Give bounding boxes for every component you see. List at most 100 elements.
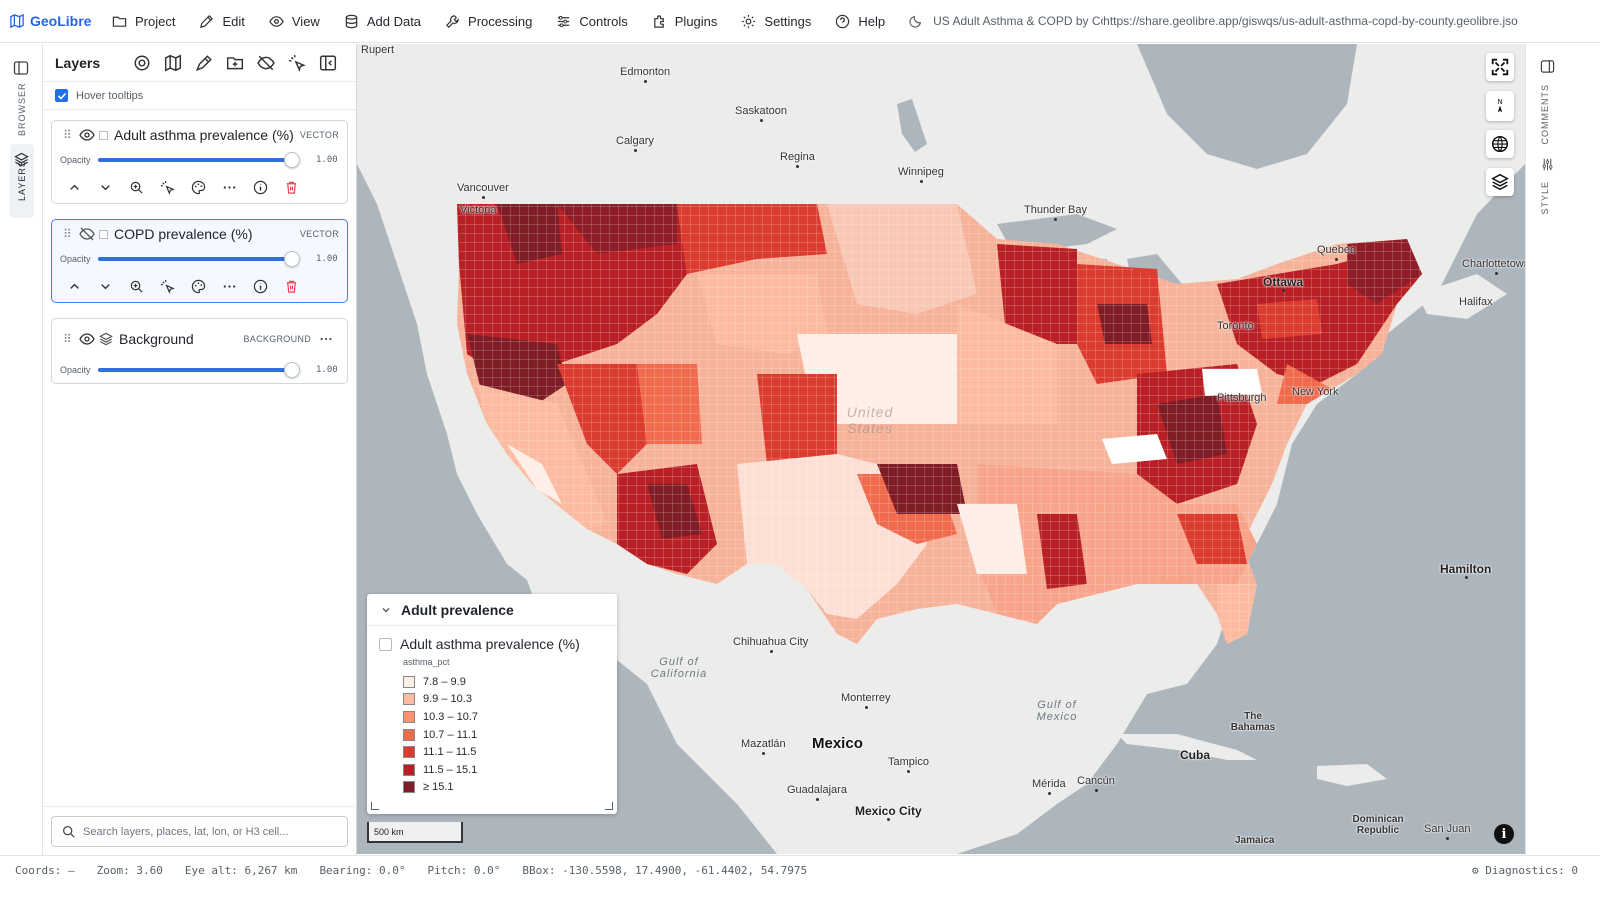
drag-handle-icon[interactable]: ⠿ xyxy=(63,332,72,346)
land-hispaniola xyxy=(1317,764,1387,786)
menu-add-data[interactable]: Add Data xyxy=(334,0,435,43)
sliders-icon[interactable] xyxy=(1541,158,1554,171)
palette-icon[interactable] xyxy=(191,279,206,294)
collapse-panel-icon[interactable] xyxy=(319,54,337,72)
layer-card-background[interactable]: ⠿ Background BACKGROUND Opacity 1.00 xyxy=(51,318,348,384)
menu-plugins[interactable]: Plugins xyxy=(642,0,732,43)
zoom-to-layer-icon[interactable] xyxy=(129,279,144,294)
layer-header: ⠿ Adult asthma prevalence (%) VECTOR xyxy=(52,121,347,149)
database-icon xyxy=(345,14,358,28)
layer-name[interactable]: COPD prevalence (%) xyxy=(114,226,253,242)
menu-processing[interactable]: Processing xyxy=(435,0,546,43)
place-label: Guadalajara xyxy=(787,784,847,801)
layer-name[interactable]: Adult asthma prevalence (%) xyxy=(114,127,294,143)
refresh-icon[interactable] xyxy=(133,54,151,72)
panel-toggle-icon[interactable] xyxy=(1540,59,1555,74)
attribution-info-icon[interactable]: i xyxy=(1494,824,1514,844)
eye-icon[interactable] xyxy=(79,127,95,143)
share-url[interactable]: https://share.geolibre.app/giswqs/us-adu… xyxy=(1103,14,1519,28)
basemap-icon[interactable] xyxy=(164,54,182,72)
more-icon[interactable] xyxy=(222,279,237,294)
layers-toolbar xyxy=(133,54,337,72)
zoom-to-layer-icon[interactable] xyxy=(129,180,144,195)
menu-view[interactable]: View xyxy=(259,0,334,43)
move-up-icon[interactable] xyxy=(67,279,82,294)
identify-icon[interactable] xyxy=(160,180,175,195)
layer-card-asthma[interactable]: ⠿ Adult asthma prevalence (%) VECTOR Opa… xyxy=(51,120,348,204)
map-legend: Adult prevalence Adult asthma prevalence… xyxy=(367,594,617,814)
lake-winnipeg xyxy=(897,99,927,152)
menu-project[interactable]: Project xyxy=(102,0,189,43)
layers-panel-header: Layers xyxy=(44,44,356,82)
sidebar-toggle-icon[interactable] xyxy=(13,60,29,76)
layer-name[interactable]: Background xyxy=(119,331,194,347)
diagnostics-button[interactable]: ⚙ Diagnostics: 0 xyxy=(1472,864,1578,877)
theme-toggle[interactable] xyxy=(899,14,933,28)
status-coords: Coords: — xyxy=(15,864,75,877)
menu-settings[interactable]: Settings xyxy=(731,0,825,43)
drag-handle-icon[interactable]: ⠿ xyxy=(63,128,72,142)
identify-icon[interactable] xyxy=(288,54,306,72)
info-icon[interactable] xyxy=(253,180,268,195)
place-label: San Juan xyxy=(1424,823,1471,840)
layers-panel: Layers Hover tooltips ⠿ Adult asthma pre… xyxy=(44,44,357,874)
menu-help-label: Help xyxy=(858,13,886,29)
move-up-icon[interactable] xyxy=(67,180,82,195)
place-label: Ottawa xyxy=(1263,275,1304,292)
place-label: United States xyxy=(846,404,894,436)
legend-layer-checkbox[interactable] xyxy=(379,637,392,651)
globe-button[interactable] xyxy=(1486,130,1514,158)
hudson-bay xyxy=(1137,44,1357,169)
more-icon[interactable] xyxy=(319,332,333,346)
chevron-down-icon[interactable] xyxy=(381,605,391,615)
hover-tooltips-checkbox[interactable] xyxy=(55,89,68,102)
slider-thumb[interactable] xyxy=(284,251,300,267)
fullscreen-button[interactable] xyxy=(1486,53,1514,81)
legend-class: 11.1 – 11.5 xyxy=(367,743,617,761)
app-brand[interactable]: GeoLibre xyxy=(0,13,102,29)
drag-handle-icon[interactable]: ⠿ xyxy=(63,227,72,241)
opacity-slider[interactable] xyxy=(98,362,300,378)
resize-handle-icon[interactable] xyxy=(371,802,379,810)
trash-icon[interactable] xyxy=(284,279,299,294)
move-down-icon[interactable] xyxy=(98,279,113,294)
layer-card-copd[interactable]: ⠿ COPD prevalence (%) VECTOR Opacity 1.0… xyxy=(51,219,348,303)
eye-off-icon[interactable] xyxy=(79,226,95,242)
move-down-icon[interactable] xyxy=(98,180,113,195)
identify-icon[interactable] xyxy=(160,279,175,294)
place-label: Chihuahua City xyxy=(733,636,809,653)
resize-handle-icon[interactable] xyxy=(605,802,613,810)
eye-icon[interactable] xyxy=(79,331,95,347)
layer-type-badge: VECTOR xyxy=(299,229,339,239)
tab-comments[interactable]: COMMENTS xyxy=(1540,84,1550,145)
gear-icon xyxy=(742,14,756,28)
opacity-value: 1.00 xyxy=(316,254,338,264)
layers-control-button[interactable] xyxy=(1486,168,1514,196)
hover-tooltips-row[interactable]: Hover tooltips xyxy=(44,82,356,110)
legend-layer-row[interactable]: Adult asthma prevalence (%) xyxy=(367,626,617,652)
legend-header[interactable]: Adult prevalence xyxy=(367,594,617,626)
add-folder-icon[interactable] xyxy=(226,54,244,72)
menu-controls[interactable]: Controls xyxy=(546,0,641,43)
tab-browser[interactable]: BROWSER xyxy=(17,82,27,136)
search-input[interactable]: Search layers, places, lat, lon, or H3 c… xyxy=(51,816,348,847)
opacity-slider[interactable] xyxy=(98,251,300,267)
project-title: US Adult Asthma & COPD by County xyxy=(933,14,1103,28)
more-icon[interactable] xyxy=(222,180,237,195)
menu-edit[interactable]: Edit xyxy=(189,0,258,43)
draw-icon[interactable] xyxy=(195,54,213,72)
slider-thumb[interactable] xyxy=(284,152,300,168)
land-nova-scotia xyxy=(1417,274,1507,319)
tab-style[interactable]: STYLE xyxy=(1540,181,1550,215)
slider-thumb[interactable] xyxy=(284,362,300,378)
info-icon[interactable] xyxy=(253,279,268,294)
palette-icon[interactable] xyxy=(191,180,206,195)
trash-icon[interactable] xyxy=(284,180,299,195)
hide-all-icon[interactable] xyxy=(257,54,275,72)
opacity-slider[interactable] xyxy=(98,152,300,168)
compass-button[interactable]: N xyxy=(1486,91,1514,121)
map-canvas[interactable]: Rupert Edmonton Saskatoon Calgary Regina… xyxy=(357,44,1525,854)
land-yucatan xyxy=(997,664,1117,749)
place-label: Mazatlán xyxy=(741,738,786,755)
menu-help[interactable]: Help xyxy=(825,0,899,43)
